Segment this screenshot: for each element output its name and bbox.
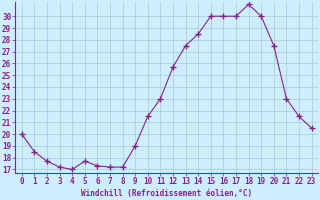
- X-axis label: Windchill (Refroidissement éolien,°C): Windchill (Refroidissement éolien,°C): [81, 189, 252, 198]
